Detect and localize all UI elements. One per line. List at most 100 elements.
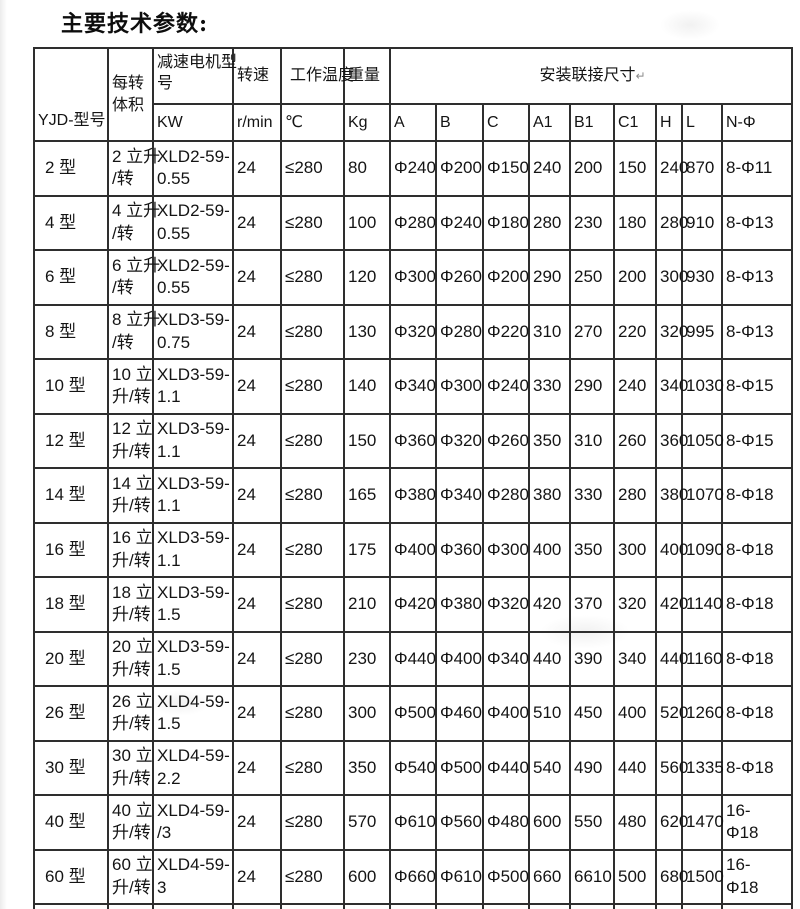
cell-n: 8-Φ13 [720, 249, 794, 306]
col-header-volume: 每转 体积 [107, 47, 154, 142]
table-row: 18 型 18 立 升/转 XLD3-59- 1.5 24 ≤280 210 Φ… [33, 576, 794, 633]
cell-temp: ≤280 [280, 685, 345, 742]
cell-speed: 24 [232, 739, 282, 796]
cell-a: Φ240 [389, 140, 437, 197]
stub-cell [232, 903, 282, 909]
cell-speed: 24 [232, 521, 282, 578]
cell-speed: 24 [232, 576, 282, 633]
cell-motor: XLD3-59- 1.1 [152, 467, 234, 524]
cell-volume: 12 立 升/转 [107, 412, 154, 469]
cell-c1: 260 [613, 412, 657, 469]
cell-a: Φ320 [389, 303, 437, 360]
stub-cell [482, 903, 530, 909]
table-header: YJD-型号 每转 体积 减速电机型 号 转速 工作温度 重量 安装联接尺寸↵ … [33, 47, 794, 142]
cell-b1: 550 [569, 794, 615, 851]
dim-header-l: L [681, 103, 723, 142]
cell-c1: 280 [613, 467, 657, 524]
table-row: 30 型 30 立 升/转 XLD4-59- 2.2 24 ≤280 350 Φ… [33, 739, 794, 796]
cell-a1: 510 [528, 685, 571, 742]
cell-volume: 16 立 升/转 [107, 521, 154, 578]
cell-n: 8-Φ11 [720, 140, 794, 197]
cell-c: Φ480 [482, 794, 530, 851]
cell-temp: ≤280 [280, 303, 345, 360]
cell-model: 4 型 [33, 194, 109, 251]
cell-c1: 480 [613, 794, 657, 851]
cell-n: 8-Φ13 [720, 194, 794, 251]
cell-model: 20 型 [33, 630, 109, 687]
cell-speed: 24 [232, 467, 282, 524]
cell-b1: 370 [569, 576, 615, 633]
cell-h: 520 [655, 685, 688, 742]
table-row: 40 型 40 立 升/转 XLD4-59- /3 24 ≤280 570 Φ6… [33, 794, 794, 851]
col-header-model: YJD-型号 [33, 47, 109, 142]
cell-motor: XLD3-59- 1.5 [152, 576, 234, 633]
cell-speed: 24 [232, 140, 282, 197]
cell-motor: XLD4-59- 3 [152, 848, 234, 905]
table-row: 12 型 12 立 升/转 XLD3-59- 1.1 24 ≤280 150 Φ… [33, 412, 794, 469]
cell-b1: 6610 [569, 848, 615, 905]
dim-header-c1: C1 [613, 103, 657, 142]
cell-c1: 220 [613, 303, 657, 360]
cell-l: 1030 [681, 358, 724, 415]
cell-c: Φ300 [482, 521, 530, 578]
cell-c: Φ320 [482, 576, 530, 633]
dim-header-a1: A1 [528, 103, 571, 142]
cell-h: 380 [655, 467, 688, 524]
table-row: 60 型 60 立 升/转 XLD4-59- 3 24 ≤280 600 Φ66… [33, 848, 794, 905]
cell-c1: 300 [613, 521, 657, 578]
cell-model: 18 型 [33, 576, 109, 633]
cell-l: 910 [681, 194, 723, 251]
cell-n: 8-Φ15 [720, 358, 794, 415]
cell-model: 30 型 [33, 739, 109, 796]
scan-edge-shade [0, 0, 7, 909]
col-header-speed: 转速 [232, 47, 282, 105]
cell-c: Φ280 [482, 467, 530, 524]
cell-b1: 330 [569, 467, 615, 524]
cell-n: 8-Φ18 [720, 739, 794, 796]
cell-speed: 24 [232, 794, 282, 851]
cell-l: 870 [681, 140, 723, 197]
cell-h: 440 [655, 630, 688, 687]
cell-l: 1500 [681, 848, 724, 905]
cell-a: Φ540 [389, 739, 437, 796]
cell-l: 1335 [681, 739, 724, 796]
cell-c1: 150 [613, 140, 657, 197]
clipped-partial-row [33, 903, 794, 909]
cell-n: 8-Φ18 [720, 576, 794, 633]
cell-temp: ≤280 [280, 140, 345, 197]
cell-l: 1260 [681, 685, 724, 742]
cell-model: 10 型 [33, 358, 109, 415]
dim-header-b1: B1 [569, 103, 615, 142]
cell-h: 320 [655, 303, 688, 360]
cell-b: Φ260 [435, 249, 484, 306]
cell-c: Φ150 [482, 140, 530, 197]
dim-header-a: A [389, 103, 437, 142]
stub-cell [655, 903, 683, 909]
unit-rpm: r/min [232, 103, 282, 142]
cell-n: 8-Φ18 [720, 467, 794, 524]
cell-l: 1070 [681, 467, 724, 524]
cell-volume: 30 立 升/转 [107, 739, 154, 796]
table-row: 14 型 14 立 升/转 XLD3-59- 1.1 24 ≤280 165 Φ… [33, 467, 794, 524]
cell-n: 8-Φ18 [720, 685, 794, 742]
cell-b1: 270 [569, 303, 615, 360]
cell-temp: ≤280 [280, 630, 345, 687]
cell-volume: 2 立升 /转 [107, 140, 160, 197]
table-row: 26 型 26 立 升/转 XLD4-59- 1.5 24 ≤280 300 Φ… [33, 685, 794, 742]
cell-motor: XLD3-59- 1.1 [152, 521, 234, 578]
cell-c: Φ440 [482, 739, 530, 796]
stub-cell [613, 903, 657, 909]
cell-c1: 500 [613, 848, 657, 905]
cell-volume: 18 立 升/转 [107, 576, 154, 633]
cell-weight: 300 [343, 685, 391, 742]
cell-c: Φ400 [482, 685, 530, 742]
cell-b1: 490 [569, 739, 615, 796]
cell-motor: XLD3-59- 1.1 [152, 412, 234, 469]
header-row-groups: YJD-型号 每转 体积 减速电机型 号 转速 工作温度 重量 安装联接尺寸↵ [33, 47, 794, 142]
cell-volume: 4 立升 /转 [107, 194, 160, 251]
cell-a1: 310 [528, 303, 571, 360]
cell-n: 8-Φ15 [720, 412, 794, 469]
table-row: 4 型 4 立升 /转 XLD2-59- 0.55 24 ≤280 100 Φ2… [33, 194, 794, 251]
cell-a: Φ280 [389, 194, 437, 251]
cell-a1: 400 [528, 521, 571, 578]
